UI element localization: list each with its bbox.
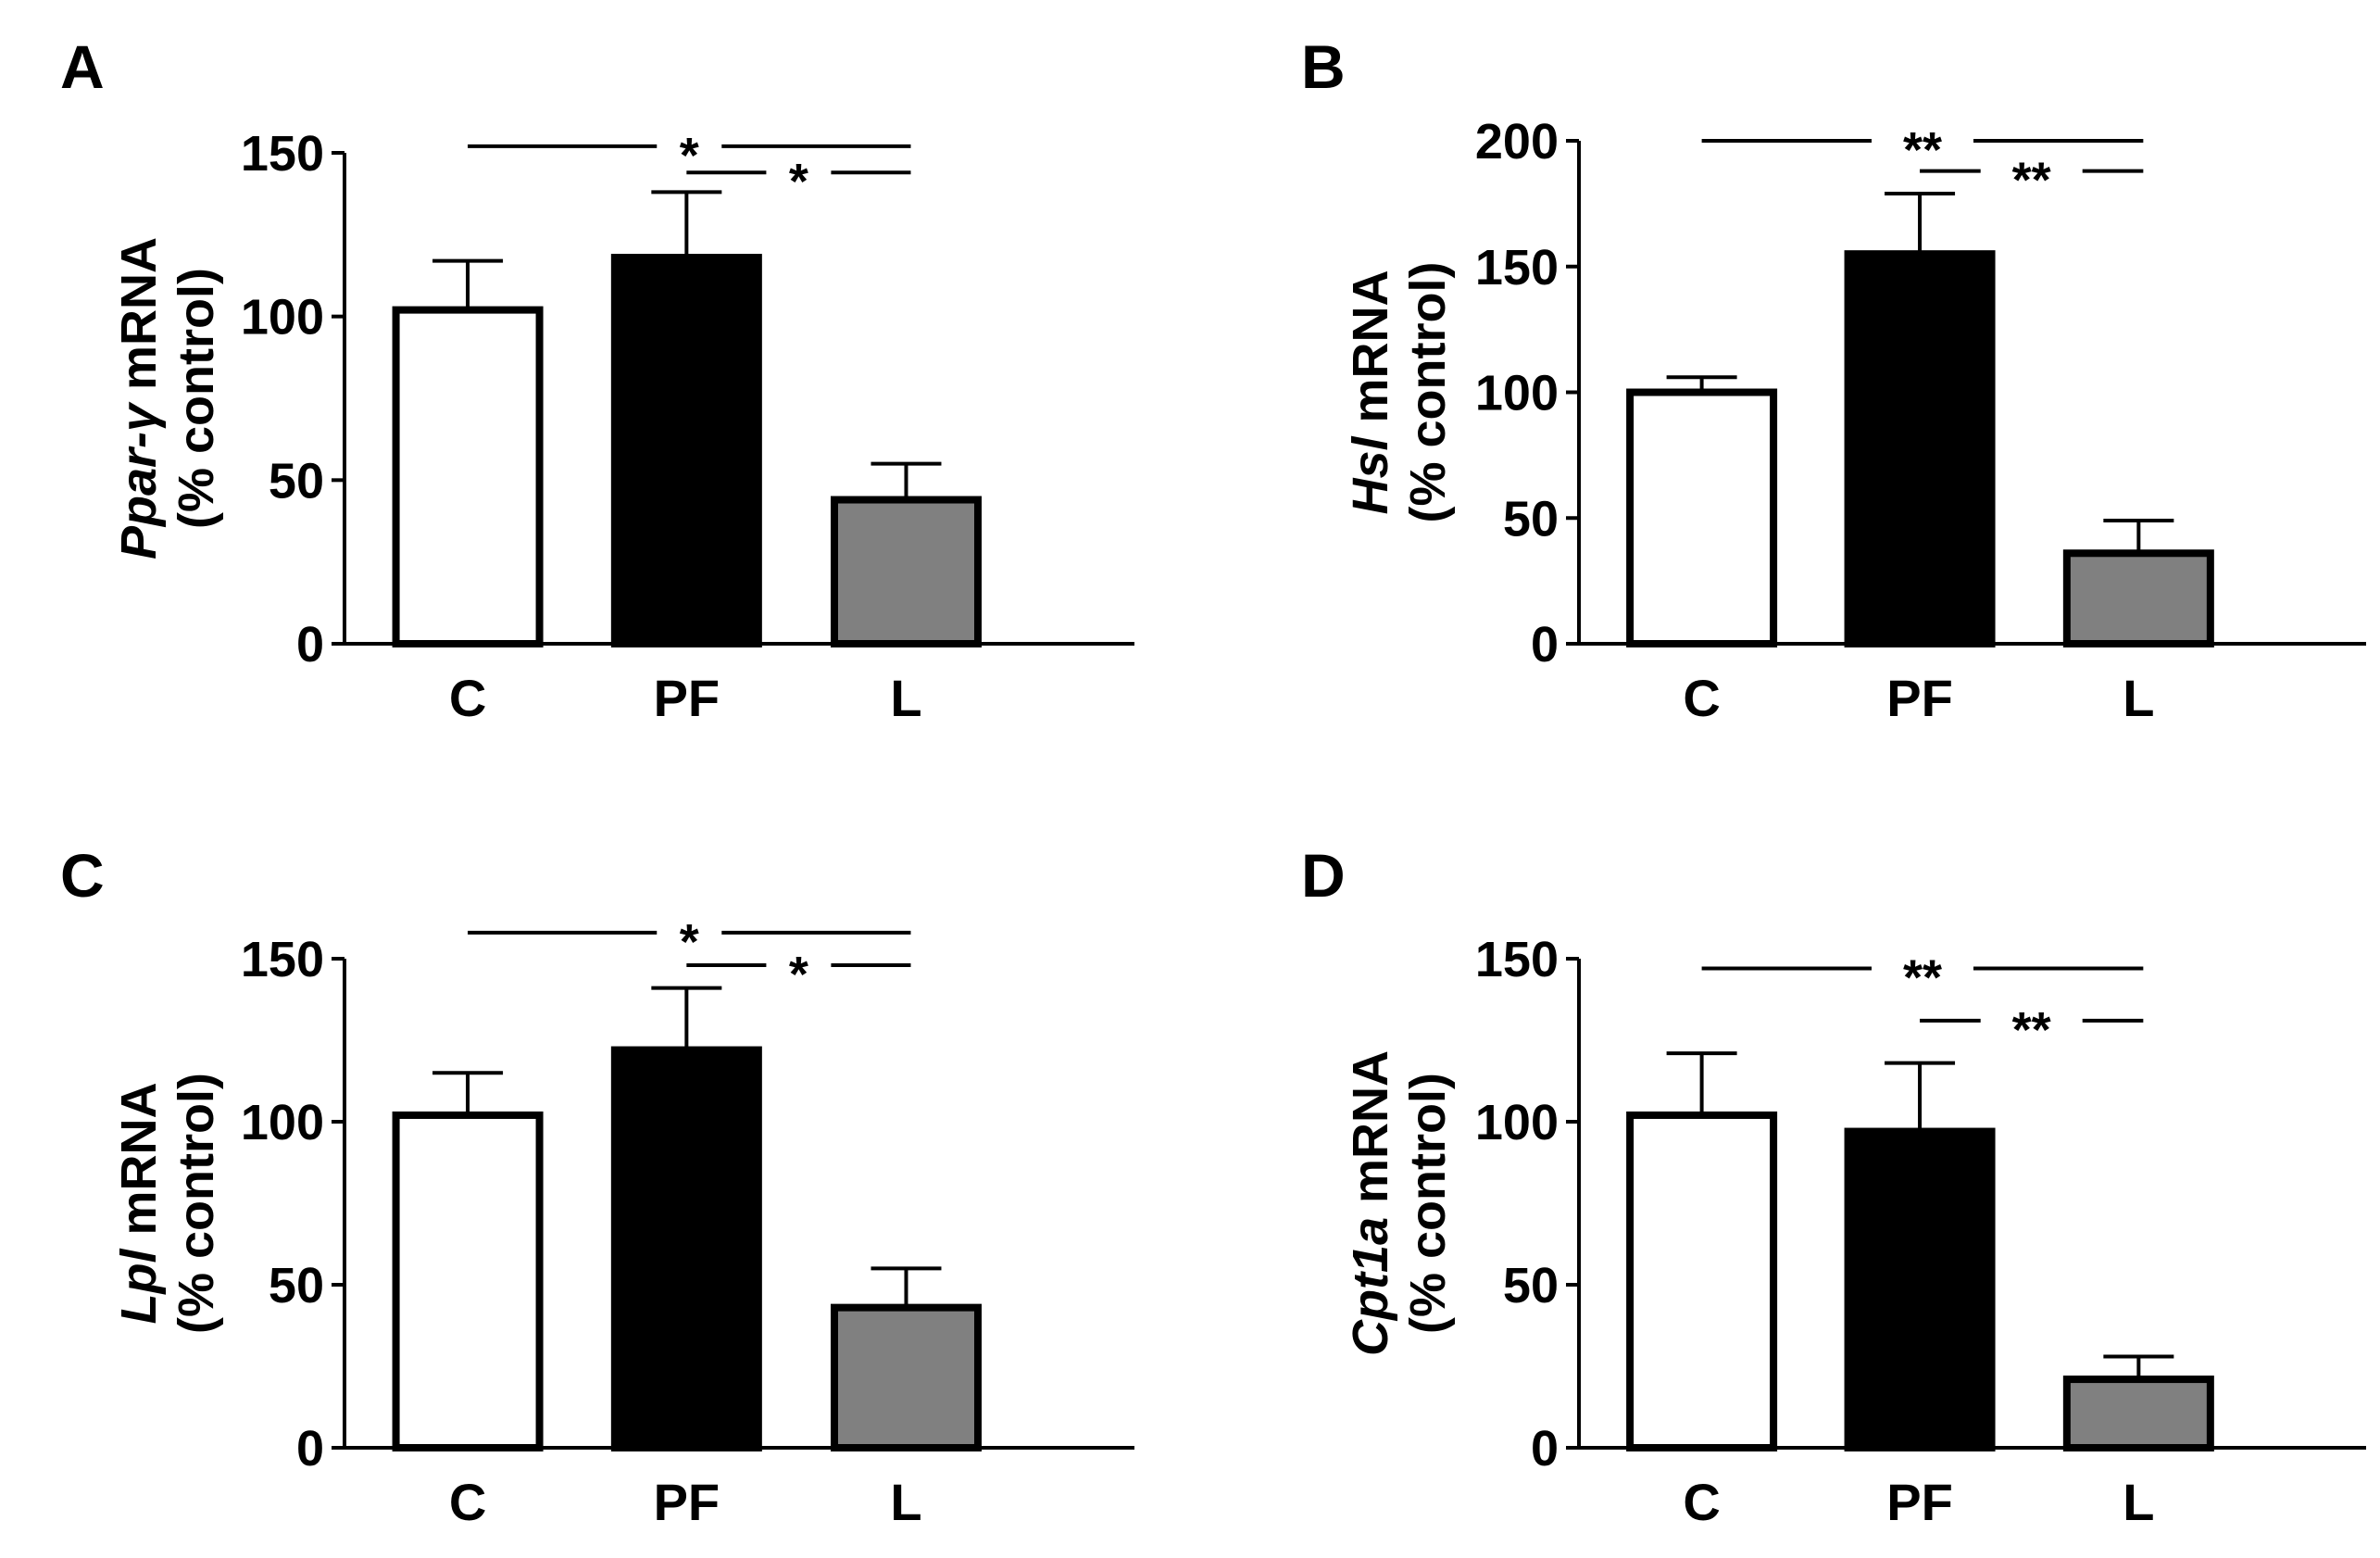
panel-b-category-l: L [2123, 669, 2154, 727]
panel-d-ylabel-line2: (% control) [1400, 1073, 1456, 1334]
panel-d-ytick-label: 0 [1531, 1421, 1559, 1476]
panel-c-category-c: C [449, 1473, 486, 1531]
panel-c-ylabel-gene: Lpl [111, 1249, 167, 1325]
panel-b-sig-label-0: ** [1903, 122, 1942, 178]
panel-d-category-c: C [1683, 1473, 1720, 1531]
panel-a-ylabel-gene: Ppar-γ [111, 401, 167, 559]
panel-a-category-c: C [449, 669, 486, 727]
panel-b-ylabel: Hsl mRNA [1343, 270, 1398, 514]
panel-c-ylabel-line2: (% control) [169, 1073, 224, 1334]
panel-b-ytick-label: 200 [1475, 114, 1559, 170]
panel-c-bar-l [830, 1303, 982, 1452]
panel-c-bar-c [392, 1111, 544, 1451]
panel-c-sig-label-0: * [680, 914, 699, 970]
panel-c-letter: C [60, 841, 105, 910]
panel-d-ytick-label: 150 [1475, 932, 1559, 987]
panel-a-category-l: L [890, 669, 921, 727]
panel-a-sig-label-0: * [680, 128, 699, 183]
panel-b-ytick-label: 0 [1531, 617, 1559, 672]
panel-c-ylabel-suffix: mRNA [111, 1083, 167, 1250]
panel-b-ylabel-line2: (% control) [1400, 262, 1456, 523]
panel-d-ytick-label: 100 [1475, 1095, 1559, 1150]
panel-a-ytick-label: 100 [241, 290, 324, 346]
panel-b-ytick-label: 100 [1475, 366, 1559, 421]
panel-c-ytick-label: 50 [269, 1258, 324, 1313]
panel-d-sig-label-1: ** [2012, 1002, 2051, 1058]
panel-d-ytick-label: 50 [1503, 1258, 1559, 1313]
panel-b-bar-c [1626, 388, 1778, 647]
panel-d-sig-label-0: ** [1903, 950, 1942, 1006]
panel-a-bar-pf [610, 254, 762, 647]
panel-a-ylabel-suffix: mRNA [111, 237, 167, 404]
panel-d-ylabel: Cpt1a mRNA [1343, 1050, 1398, 1356]
panel-c-sig-label-1: * [789, 947, 808, 1002]
panel-c: C 0 50 100 150 Lpl mRNA (% control) C PF L * * [60, 841, 1134, 1531]
panel-d: D 0 50 100 150 Cpt1a mRNA (% control) C PF L ** ** [1301, 841, 2366, 1531]
panel-a-bar-c [392, 306, 544, 647]
panel-a: A 0 50 100 150 Ppar-γ mRNA (% control) C PF L * * [60, 32, 1134, 727]
panel-b-ylabel-gene: Hsl [1343, 436, 1398, 515]
panel-c-category-l: L [890, 1473, 921, 1531]
panel-b-category-pf: PF [1886, 669, 1953, 727]
panel-d-category-pf: PF [1886, 1473, 1953, 1531]
panel-c-ytick-label: 0 [296, 1421, 324, 1476]
panel-b-bar-l [2062, 549, 2214, 648]
panel-d-ylabel-gene: Cpt1a [1343, 1217, 1398, 1356]
panel-a-ylabel-line2: (% control) [169, 268, 224, 529]
panel-d-bar-pf [1844, 1127, 1996, 1452]
panel-c-category-pf: PF [654, 1473, 720, 1531]
panel-a-bar-l [830, 496, 982, 647]
panel-d-ylabel-suffix: mRNA [1343, 1050, 1398, 1217]
panel-d-letter: D [1301, 841, 1346, 910]
panel-a-ytick-label: 50 [269, 453, 324, 509]
panel-a-ytick-label: 0 [296, 617, 324, 672]
panel-b: B 0 50 100 150 200 Hsl mRNA (% control) C PF L ** ** [1301, 32, 2366, 727]
panel-b-letter: B [1301, 32, 1346, 101]
panel-b-bar-pf [1844, 250, 1996, 647]
panel-d-category-l: L [2123, 1473, 2154, 1531]
panel-c-ytick-label: 100 [241, 1095, 324, 1150]
panel-c-bar-pf [610, 1046, 762, 1452]
panel-b-sig-label-1: ** [2012, 153, 2051, 208]
panel-c-ytick-label: 150 [241, 932, 324, 987]
panel-a-ylabel: Ppar-γ mRNA [111, 237, 167, 559]
panel-b-category-c: C [1683, 669, 1720, 727]
panel-b-ytick-label: 50 [1503, 491, 1559, 547]
panel-a-sig-label-1: * [789, 154, 808, 209]
panel-c-ylabel: Lpl mRNA [111, 1083, 167, 1325]
panel-d-bar-c [1626, 1111, 1778, 1451]
panel-a-category-pf: PF [654, 669, 720, 727]
panel-b-ytick-label: 150 [1475, 240, 1559, 295]
panel-b-ylabel-suffix: mRNA [1343, 270, 1398, 436]
panel-a-letter: A [60, 32, 105, 101]
panel-d-bar-l [2062, 1376, 2214, 1451]
panel-a-ytick-label: 150 [241, 126, 324, 182]
